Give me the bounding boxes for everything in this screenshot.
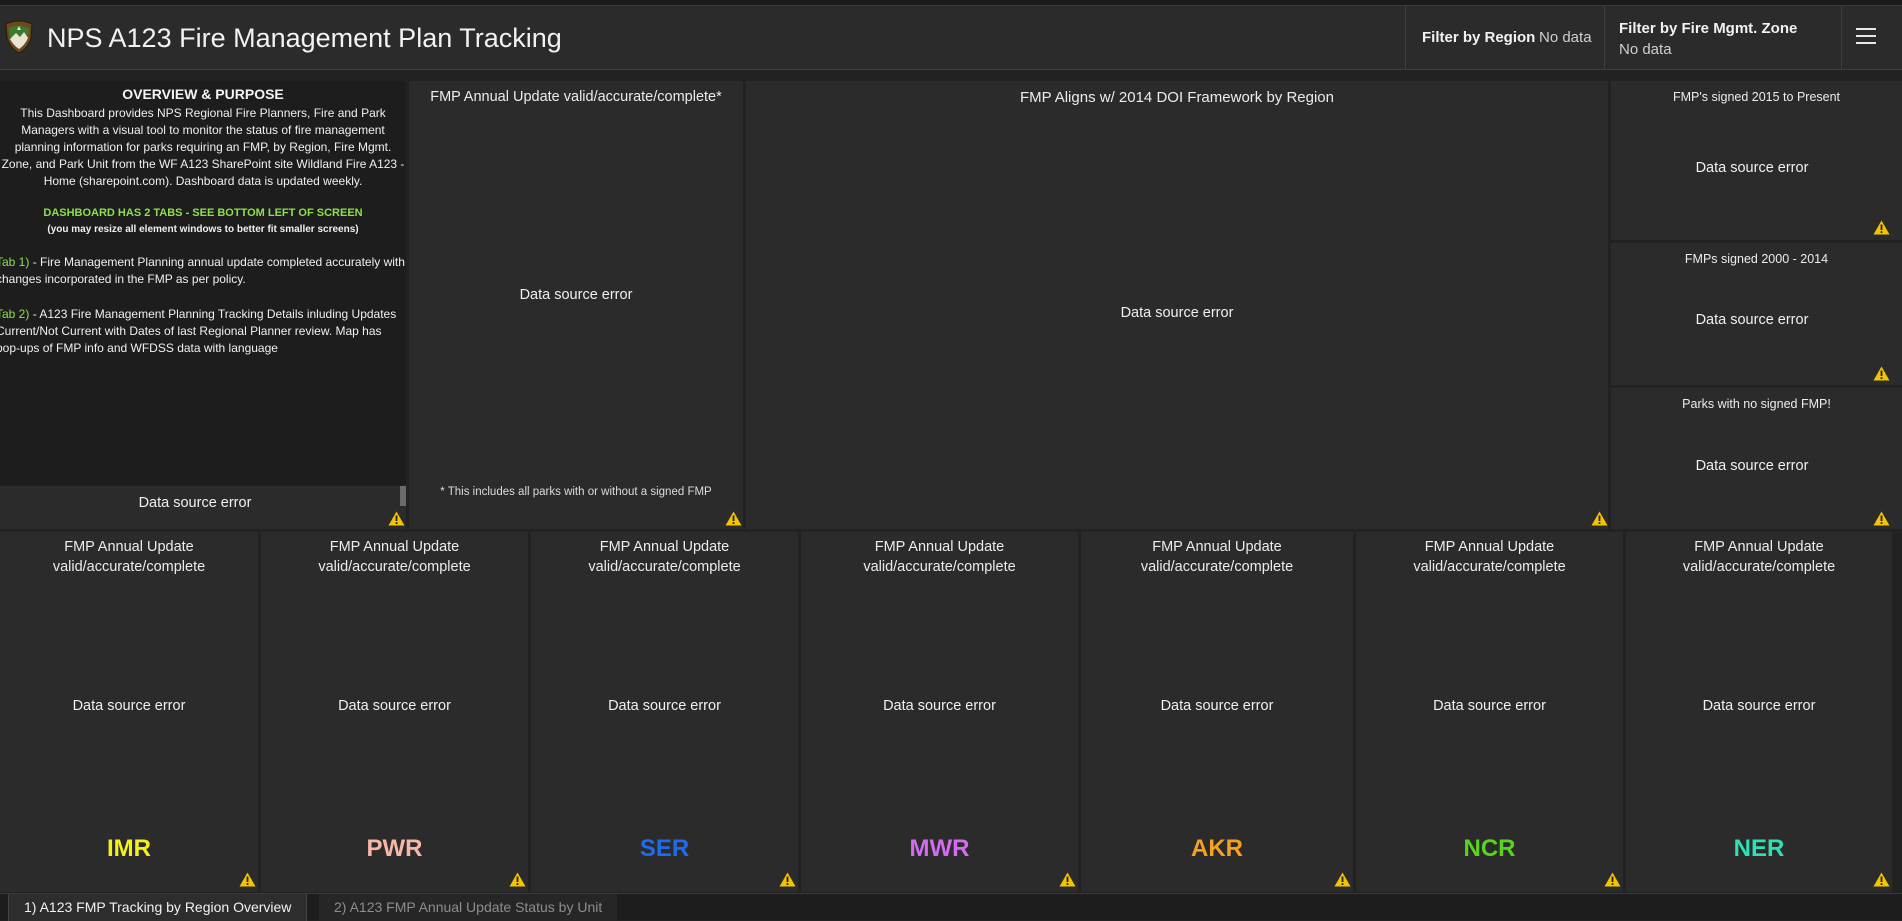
region-panel-title: FMP Annual Update <box>874 539 1005 555</box>
dashboard-header: NPS A123 Fire Management Plan Tracking F… <box>0 6 1902 70</box>
region-panel-title: valid/accurate/complete <box>588 559 741 575</box>
filter-zone-label[interactable]: Filter by Fire Mgmt. Zone <box>1619 20 1798 37</box>
data-source-error: Data source error <box>608 698 721 714</box>
tab2-text: - A123 Fire Management Planning Tracking… <box>0 307 397 355</box>
region-panel-ser[interactable]: FMP Annual Update valid/accurate/complet… <box>531 532 798 892</box>
filter-region-label[interactable]: Filter by Region <box>1422 29 1536 46</box>
header-divider <box>1405 6 1406 69</box>
overview-tabs-notice: DASHBOARD HAS 2 TABS - SEE BOTTOM LEFT O… <box>43 207 363 219</box>
warning-triangle-icon[interactable] <box>1873 366 1890 381</box>
region-panel-title: valid/accurate/complete <box>52 559 206 575</box>
warning-triangle-icon[interactable] <box>1334 872 1351 887</box>
region-panel-title: valid/accurate/complete <box>1682 559 1836 575</box>
region-panel-title: FMP Annual Update <box>1152 539 1282 555</box>
tab2-prefix: Tab 2) <box>0 307 30 321</box>
data-source-error: Data source error <box>338 698 451 714</box>
annual-update-title: FMP Annual Update valid/accurate/complet… <box>430 89 722 105</box>
data-source-error: Data source error <box>1695 458 1809 474</box>
region-panel-title: FMP Annual Update <box>329 539 460 555</box>
signed-panel-title: Parks with no signed FMP! <box>1682 397 1831 411</box>
header-divider <box>1604 6 1605 69</box>
region-panel-akr[interactable]: FMP Annual Update valid/accurate/complet… <box>1081 532 1353 892</box>
overview-description: This Dashboard provides NPS Regional Fir… <box>1 106 405 188</box>
region-panel-title: valid/accurate/complete <box>863 559 1016 575</box>
region-panel-ncr[interactable]: FMP Annual Update valid/accurate/complet… <box>1356 532 1623 892</box>
region-code: IMR <box>107 835 151 862</box>
overview-tab2-note: Tab 2) - A123 Fire Management Planning T… <box>0 306 406 357</box>
region-panel-title: FMP Annual Update <box>64 539 194 555</box>
warning-triangle-icon[interactable] <box>1873 511 1890 526</box>
region-code: SER <box>639 835 690 862</box>
region-panel-mwr[interactable]: FMP Annual Update valid/accurate/complet… <box>801 532 1078 892</box>
region-code: AKR <box>1191 835 1243 862</box>
region-panel-title: valid/accurate/complete <box>318 559 471 575</box>
region-panel-title: FMP Annual Update <box>599 539 730 555</box>
data-source-error: Data source error <box>1695 160 1809 176</box>
filter-zone-value[interactable]: No data <box>1619 41 1672 58</box>
region-code: NER <box>1733 835 1785 862</box>
warning-triangle-icon[interactable] <box>1591 511 1608 526</box>
fmp-signed-2015-panel[interactable]: FMP's signed 2015 to Present Data source… <box>1611 81 1902 240</box>
warning-triangle-icon[interactable] <box>1604 872 1621 887</box>
region-code: MWR <box>909 835 970 862</box>
annual-update-panel[interactable]: FMP Annual Update valid/accurate/complet… <box>409 81 743 529</box>
data-source-error: Data source error <box>519 287 633 303</box>
region-panel-title: valid/accurate/complete <box>1140 559 1294 575</box>
warning-triangle-icon[interactable] <box>779 872 796 887</box>
annual-update-footnote: * This includes all parks with or withou… <box>440 486 712 498</box>
data-source-error: Data source error <box>1120 305 1234 321</box>
region-code: NCR <box>1463 835 1516 862</box>
warning-triangle-icon[interactable] <box>239 872 256 887</box>
dashboard-title: NPS A123 Fire Management Plan Tracking <box>47 23 562 53</box>
tab1-prefix: Tab 1) <box>0 255 30 269</box>
data-source-error: Data source error <box>1433 698 1546 714</box>
header-divider <box>1841 6 1842 69</box>
overview-indicator-panel[interactable]: Data source error <box>0 486 406 529</box>
overview-tab1-note: Tab 1) - Fire Management Planning annual… <box>0 254 406 288</box>
warning-triangle-icon[interactable] <box>1059 872 1076 887</box>
overview-title: OVERVIEW & PURPOSE <box>122 86 284 102</box>
no-signed-fmp-panel[interactable]: Parks with no signed FMP! Data source er… <box>1611 388 1902 529</box>
doi-framework-title: FMP Aligns w/ 2014 DOI Framework by Regi… <box>1019 89 1334 106</box>
fmp-signed-2000-panel[interactable]: FMPs signed 2000 - 2014 Data source erro… <box>1611 243 1902 385</box>
signed-panel-title: FMP's signed 2015 to Present <box>1672 90 1841 104</box>
dashboard-tab-bar: 1) A123 FMP Tracking by Region Overview … <box>0 893 1902 921</box>
overview-panel[interactable]: OVERVIEW & PURPOSE This Dashboard provid… <box>0 81 406 485</box>
region-panel-title: valid/accurate/complete <box>1413 559 1566 575</box>
tab-status-by-unit[interactable]: 2) A123 FMP Annual Update Status by Unit <box>319 894 618 921</box>
region-panel-title: FMP Annual Update <box>1694 539 1824 555</box>
warning-triangle-icon[interactable] <box>1873 220 1890 235</box>
hamburger-menu-icon[interactable] <box>1856 28 1876 46</box>
tab-region-overview[interactable]: 1) A123 FMP Tracking by Region Overview <box>8 894 308 921</box>
data-source-error: Data source error <box>72 698 186 714</box>
data-source-error: Data source error <box>1695 312 1809 328</box>
warning-triangle-icon[interactable] <box>725 511 742 526</box>
region-panel-title: FMP Annual Update <box>1424 539 1555 555</box>
tab1-text: - Fire Management Planning annual update… <box>0 255 405 286</box>
region-panel-pwr[interactable]: FMP Annual Update valid/accurate/complet… <box>261 532 528 892</box>
region-panel-imr[interactable]: FMP Annual Update valid/accurate/complet… <box>0 532 258 892</box>
data-source-error: Data source error <box>1160 698 1274 714</box>
overview-scrollbar[interactable] <box>400 486 406 506</box>
region-panel-ner[interactable]: FMP Annual Update valid/accurate/complet… <box>1626 532 1892 892</box>
data-source-error: Data source error <box>1702 698 1816 714</box>
doi-framework-panel[interactable]: FMP Aligns w/ 2014 DOI Framework by Regi… <box>746 81 1608 529</box>
data-source-error: Data source error <box>138 495 252 511</box>
filter-region-value[interactable]: No data <box>1539 29 1592 46</box>
window-top-strip <box>0 0 1902 6</box>
signed-panel-title: FMPs signed 2000 - 2014 <box>1684 252 1829 266</box>
warning-triangle-icon[interactable] <box>1873 872 1890 887</box>
warning-triangle-icon[interactable] <box>509 872 526 887</box>
data-source-error: Data source error <box>883 698 996 714</box>
nps-arrowhead-icon <box>5 20 33 54</box>
overview-resize-notice: (you may resize all element windows to b… <box>47 224 359 235</box>
warning-triangle-icon[interactable] <box>388 511 405 526</box>
region-code: PWR <box>366 835 423 862</box>
